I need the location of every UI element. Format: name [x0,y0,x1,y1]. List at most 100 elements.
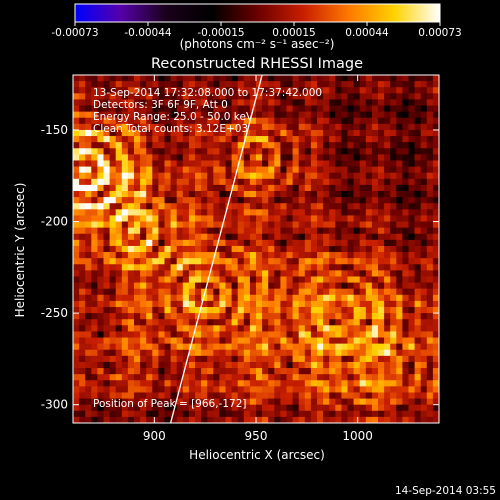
heatmap-cell [432,386,439,393]
heatmap-cell [225,87,232,94]
heatmap-cell [219,184,226,192]
heatmap-cell [207,361,214,369]
heatmap-cell [201,160,208,167]
heatmap-cell [158,203,165,210]
heatmap-cell [115,99,123,106]
heatmap-cell [378,160,385,167]
heatmap-cell [207,374,214,381]
heatmap-cell [182,227,190,235]
heatmap-cell [73,300,80,308]
heatmap-cell [390,386,397,393]
heatmap-cell [274,209,281,216]
heatmap-cell [414,355,422,363]
heatmap-cell [213,129,220,137]
heatmap-cell [378,154,385,161]
heatmap-cell [134,87,141,94]
heatmap-cell [164,410,171,418]
heatmap-cell [121,349,129,357]
heatmap-cell [97,300,104,308]
heatmap-cell [408,227,415,235]
heatmap-cell [170,343,178,351]
heatmap-cell [188,300,196,308]
heatmap-cell [237,160,245,167]
heatmap-cell [262,331,269,338]
heatmap-cell [249,178,257,186]
heatmap-cell [225,136,232,143]
heatmap-cell [243,123,251,131]
heatmap-cell [237,258,245,265]
heatmap-cell [280,123,287,131]
heatmap-cell [359,392,367,399]
heatmap-cell [79,129,86,137]
heatmap-cell [176,325,184,332]
heatmap-cell [426,361,434,369]
heatmap-cell [146,136,153,143]
heatmap-cell [298,154,306,161]
heatmap-cell [371,81,379,88]
heatmap-cell [121,166,129,174]
heatmap-cell [371,349,379,357]
heatmap-cell [152,172,159,180]
heatmap-cell [182,93,190,100]
heatmap-cell [213,136,220,143]
heatmap-cell [134,99,141,106]
heatmap-cell [384,331,391,338]
heatmap-cell [231,343,239,351]
heatmap-cell [91,191,98,198]
heatmap-cell [164,227,171,235]
heatmap-cell [420,392,428,399]
heatmap-cell [146,184,153,192]
heatmap-cell [365,331,373,338]
heatmap-cell [347,191,354,198]
heatmap-cell [359,294,367,302]
heatmap-cell [97,374,104,381]
heatmap-cell [195,154,202,161]
heatmap-cell [201,313,208,320]
heatmap-cell [353,142,361,149]
heatmap-cell [384,154,391,161]
heatmap-cell [97,215,104,222]
heatmap-cell [201,374,208,381]
heatmap-cell [243,343,251,351]
heatmap-cell [164,361,171,369]
heatmap-cell [292,129,300,137]
heatmap-cell [371,75,379,82]
heatmap-cell [274,136,281,143]
heatmap-cell [432,410,439,418]
heatmap-cell [146,331,153,338]
heatmap-cell [335,300,342,308]
heatmap-cell [176,172,184,180]
heatmap-cell [85,154,92,161]
heatmap-cell [195,99,202,106]
heatmap-cell [310,307,318,314]
heatmap-cell [237,252,245,259]
colorbar-tick-label: 0.00073 [418,27,461,39]
heatmap-cell [341,307,348,314]
heatmap-cell [73,398,80,406]
heatmap-cell [249,93,257,100]
heatmap-cell [140,75,147,82]
heatmap-cell [286,392,293,399]
heatmap-cell [323,282,330,290]
heatmap-cell [115,209,123,216]
heatmap-cell [231,166,239,174]
heatmap-cell [335,111,342,119]
heatmap-cell [408,239,415,247]
heatmap-cell [371,111,379,119]
heatmap-cell [249,410,257,418]
heatmap-cell [127,282,135,290]
heatmap-cell [73,191,80,198]
heatmap-cell [201,288,208,296]
heatmap-cell [256,166,263,174]
heatmap-cell [402,410,409,418]
heatmap-cell [365,343,373,351]
heatmap-cell [121,105,129,113]
heatmap-cell [317,87,324,94]
heatmap-cell [127,233,135,241]
heatmap-cell [359,75,367,82]
heatmap-cell [115,392,123,399]
heatmap-cell [195,233,202,241]
heatmap-cell [140,276,147,283]
heatmap-cell [127,215,135,222]
heatmap-cell [213,148,220,155]
